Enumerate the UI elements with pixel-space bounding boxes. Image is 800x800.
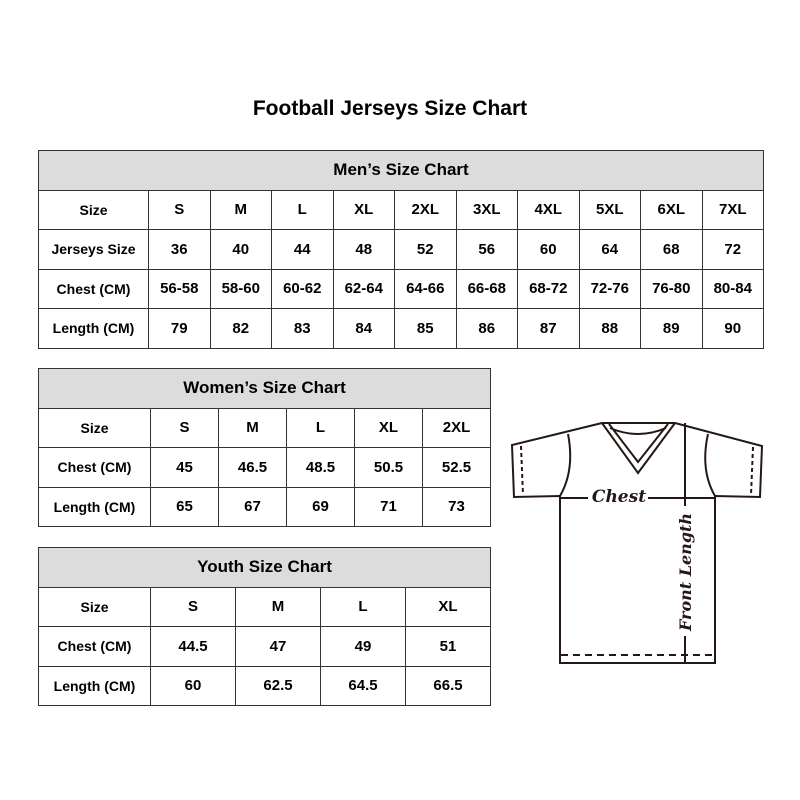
row-label: Chest (CM) — [38, 447, 151, 488]
table-cell: 6XL — [640, 189, 703, 230]
table-cell: 85 — [394, 308, 457, 349]
table-cell: 88 — [578, 308, 641, 349]
page-title: Football Jerseys Size Chart — [252, 97, 528, 120]
table-row: Jerseys Size 36 40 44 48 52 56 60 64 68 72 — [38, 229, 764, 270]
table-cell: 36 — [148, 229, 211, 270]
sleeve-seams — [559, 433, 716, 497]
mens-size-table: Men’s Size Chart Size S M L XL 2XL 3XL 4XL 5XL 6XL… — [38, 150, 764, 349]
table-cell: 47 — [235, 626, 321, 667]
women-table-caption: Women’s Size Chart — [38, 368, 491, 409]
table-row: Size S M L XL 2XL 3XL 4XL 5XL 6XL 7XL — [38, 189, 764, 230]
table-cell: 64.5 — [320, 665, 406, 706]
table-cell: 90 — [701, 308, 764, 349]
table-cell: M — [218, 407, 287, 448]
table-row: Length (CM) 65 67 69 71 73 — [38, 486, 491, 527]
table-cell: 5XL — [578, 189, 641, 230]
table-cell: 60 — [517, 229, 580, 270]
womens-size-table: Women’s Size Chart Size S M L XL 2XL Chest (CM)… — [38, 368, 491, 527]
youth-size-table: Youth Size Chart Size S M L XL Chest (CM) 44.5 4… — [38, 547, 491, 706]
table-row: Length (CM) 60 62.5 64.5 66.5 — [38, 665, 491, 706]
table-cell: 66-68 — [455, 268, 518, 309]
table-cell: 66.5 — [405, 665, 491, 706]
table-cell: 44 — [271, 229, 334, 270]
table-cell: L — [271, 189, 334, 230]
table-row: Size S M L XL 2XL — [38, 407, 491, 448]
table-row: Length (CM) 79 82 83 84 85 86 87 88 89 90 — [38, 308, 764, 349]
table-cell: 44.5 — [150, 626, 236, 667]
table-cell: 82 — [209, 308, 272, 349]
jersey-collar — [601, 422, 676, 475]
table-cell: 68-72 — [517, 268, 580, 309]
jersey-outline — [510, 422, 764, 664]
table-cell: 51 — [405, 626, 491, 667]
row-label: Jerseys Size — [38, 229, 149, 270]
table-cell: 86 — [455, 308, 518, 349]
table-cell: 79 — [148, 308, 211, 349]
table-cell: 69 — [286, 486, 355, 527]
table-cell: 60-62 — [271, 268, 334, 309]
table-row: Chest (CM) 45 46.5 48.5 50.5 52.5 — [38, 447, 491, 488]
row-label: Length (CM) — [38, 486, 151, 527]
table-cell: 65 — [150, 486, 219, 527]
table-row: Size S M L XL — [38, 586, 491, 627]
table-cell: S — [150, 586, 236, 627]
table-cell: XL — [405, 586, 491, 627]
table-cell: 87 — [517, 308, 580, 349]
table-cell: 62.5 — [235, 665, 321, 706]
table-cell: 45 — [150, 447, 219, 488]
front-length-label: Front Length — [676, 513, 695, 632]
table-row: Chest (CM) 44.5 47 49 51 — [38, 626, 491, 667]
table-cell: 76-80 — [640, 268, 703, 309]
table-cell: 48.5 — [286, 447, 355, 488]
row-label: Size — [38, 189, 149, 230]
table-cell: 60 — [150, 665, 236, 706]
youth-table-caption: Youth Size Chart — [38, 547, 491, 588]
table-cell: 73 — [422, 486, 491, 527]
table-cell: 71 — [354, 486, 423, 527]
table-cell: 40 — [209, 229, 272, 270]
row-label: Length (CM) — [38, 308, 149, 349]
table-cell: 48 — [332, 229, 395, 270]
table-cell: XL — [354, 407, 423, 448]
table-cell: 80-84 — [701, 268, 764, 309]
men-table-caption: Men’s Size Chart — [38, 150, 764, 191]
table-cell: 56-58 — [148, 268, 211, 309]
table-cell: L — [320, 586, 406, 627]
table-cell: 67 — [218, 486, 287, 527]
table-cell: 2XL — [422, 407, 491, 448]
row-label: Chest (CM) — [38, 626, 151, 667]
table-cell: 68 — [640, 229, 703, 270]
table-cell: XL — [332, 189, 395, 230]
table-cell: L — [286, 407, 355, 448]
row-label: Size — [38, 586, 151, 627]
table-cell: 84 — [332, 308, 395, 349]
table-cell: 50.5 — [354, 447, 423, 488]
table-cell: M — [235, 586, 321, 627]
chest-label: Chest — [592, 487, 646, 507]
table-cell: 52.5 — [422, 447, 491, 488]
table-cell: 49 — [320, 626, 406, 667]
table-cell: 62-64 — [332, 268, 395, 309]
table-cell: 7XL — [701, 189, 764, 230]
table-cell: 72-76 — [578, 268, 641, 309]
row-label: Size — [38, 407, 151, 448]
